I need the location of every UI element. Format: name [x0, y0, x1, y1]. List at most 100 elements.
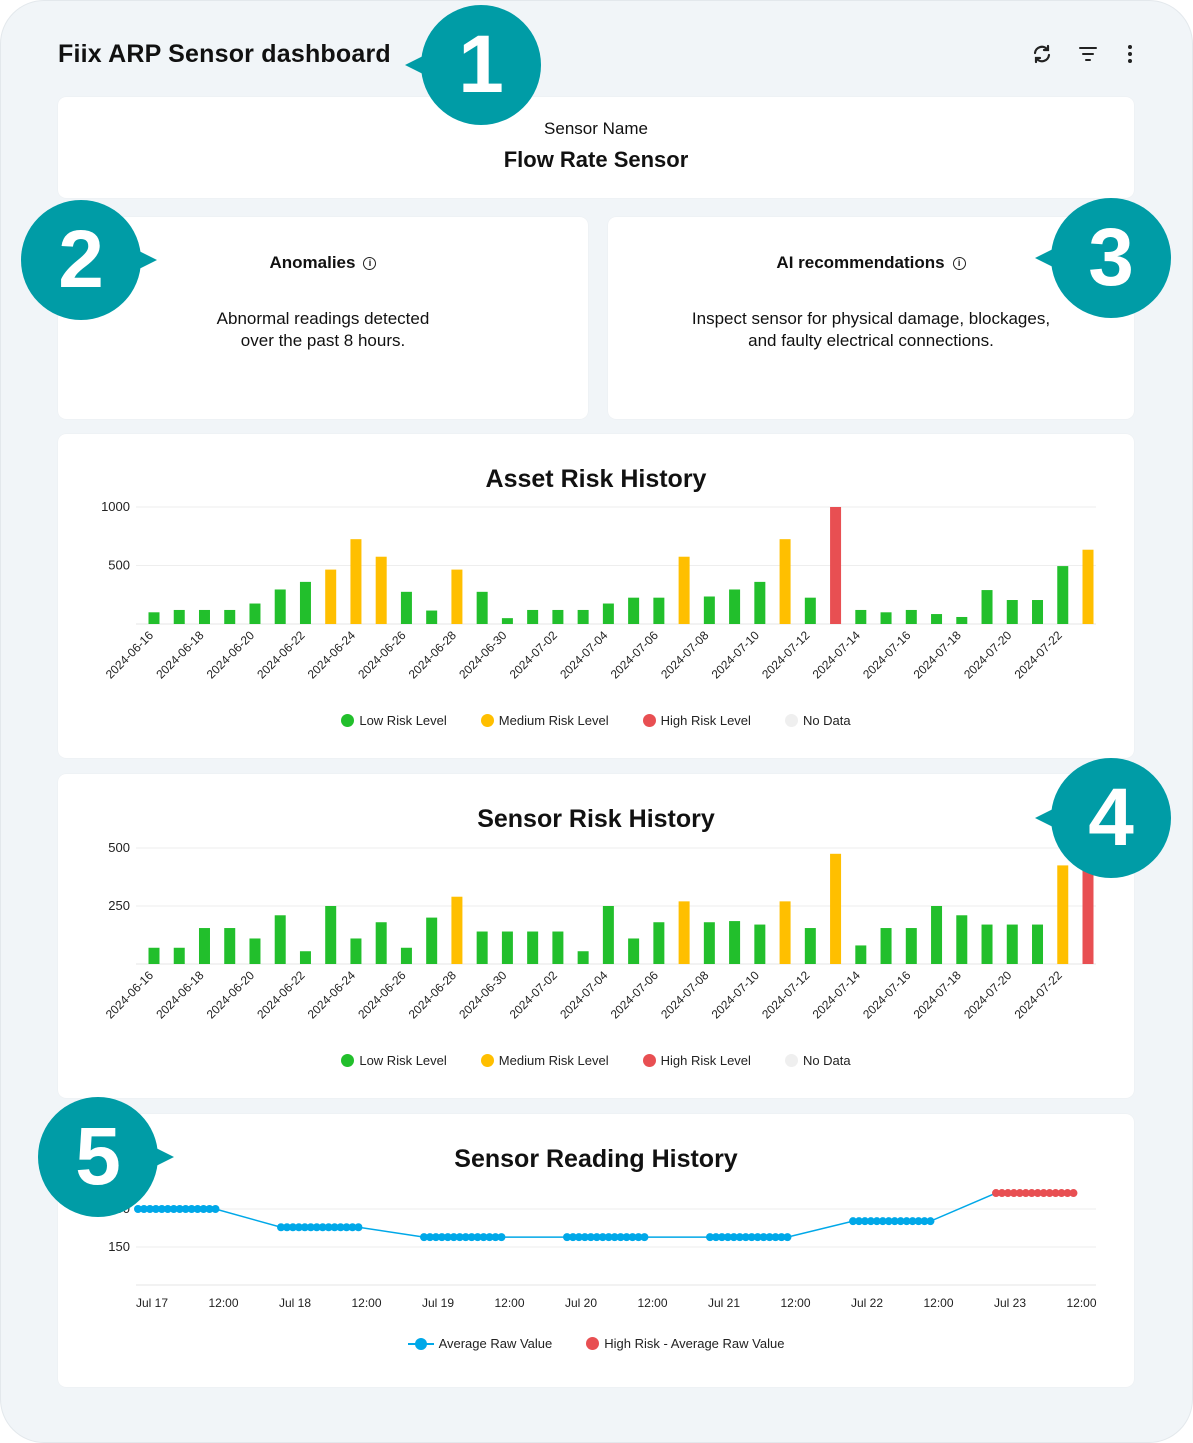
bar-2024-06-18 [198, 609, 210, 624]
average-raw-value-point [610, 1233, 619, 1242]
bar-2024-07-12 [804, 597, 816, 624]
x-tick-label: 2024-06-20 [204, 968, 258, 1022]
bar-2024-07-19 [981, 924, 993, 964]
sensor-name-card: Sensor Name Flow Rate Sensor [58, 97, 1134, 198]
bar-2024-06-28 [451, 569, 463, 624]
high-risk-point [1003, 1189, 1012, 1198]
high-risk-point [992, 1189, 1000, 1198]
average-raw-value-point [771, 1233, 780, 1242]
bar-2024-06-27 [426, 917, 438, 964]
high-risk-point [1027, 1189, 1036, 1198]
legend-medium[interactable]: Medium Risk Level [480, 1053, 609, 1068]
average-raw-value-point [425, 1233, 434, 1242]
bar-2024-06-27 [426, 610, 438, 624]
legend-low[interactable]: Low Risk Level [341, 1053, 447, 1068]
sensor-risk-history-chart: 2505002024-06-162024-06-182024-06-202024… [103, 840, 1096, 1022]
average-raw-value-point [277, 1223, 285, 1232]
average-raw-value-point [443, 1233, 452, 1242]
legend-no-data[interactable]: No Data [784, 1053, 851, 1068]
refresh-icon[interactable] [1030, 42, 1054, 66]
bar-2024-07-20 [1006, 924, 1018, 964]
average-raw-value-point [151, 1205, 160, 1213]
average-raw-value-point [586, 1233, 595, 1242]
asset-risk-history-card: Asset Risk History 500 1000 2024-06-16 2024… [58, 434, 1134, 758]
bar-2024-06-21 [274, 589, 286, 624]
x-tick-label: Jul 19 [422, 1296, 454, 1310]
x-tick-label: 2024-07-04 [557, 968, 611, 1022]
average-raw-value-point [902, 1217, 911, 1226]
bar-2024-07-15 [880, 612, 892, 624]
legend-medium[interactable]: Medium Risk Level [480, 713, 609, 728]
bar-2024-06-21 [274, 915, 286, 964]
legend-high[interactable]: High Risk Level [642, 1053, 751, 1068]
average-raw-value-point [890, 1217, 899, 1226]
legend-low[interactable]: Low Risk Level [341, 713, 447, 728]
chart-legend: Average Raw Value High Risk - Average Ra… [58, 1336, 1134, 1351]
high-risk-point [1009, 1189, 1018, 1198]
x-tick-label: 12:00 [1066, 1296, 1096, 1310]
average-raw-value-point [860, 1217, 869, 1226]
average-raw-value-point [616, 1233, 625, 1242]
x-tick-label: Jul 18 [279, 1296, 311, 1310]
average-raw-value-point [485, 1233, 494, 1242]
legend-no-data[interactable]: No Data [784, 713, 851, 728]
x-tick-label: 2024-07-22 [1012, 628, 1066, 682]
callout-badge-4: 4 [1035, 758, 1171, 878]
high-risk-point [1015, 1189, 1024, 1198]
bar-2024-07-09 [729, 921, 741, 964]
x-tick-label: Jul 17 [136, 1296, 168, 1310]
bar-2024-07-14 [855, 945, 867, 964]
average-raw-value-point [199, 1205, 208, 1213]
x-tick-label: Jul 21 [708, 1296, 740, 1310]
bar-2024-07-22 [1057, 865, 1069, 964]
average-raw-value-point [783, 1233, 792, 1242]
y-tick-label: 1000 [101, 499, 130, 514]
average-raw-value-point [467, 1233, 476, 1242]
bar-2024-07-07 [678, 556, 690, 624]
bar-2024-07-22 [1057, 566, 1069, 624]
x-tick-label: 12:00 [494, 1296, 524, 1310]
average-raw-value-line [138, 1192, 997, 1238]
average-raw-value-point [878, 1217, 887, 1226]
legend-high[interactable]: High Risk Level [642, 713, 751, 728]
average-raw-value-point [473, 1233, 482, 1242]
info-icon[interactable]: i [363, 256, 377, 270]
x-tick-label: 2024-06-22 [254, 968, 308, 1022]
more-vertical-icon[interactable] [1118, 42, 1142, 66]
average-raw-value-point [342, 1223, 351, 1232]
anomalies-text-line2: over the past 8 hours. [240, 331, 406, 350]
bar-2024-07-21 [1032, 924, 1044, 964]
average-raw-value-point [854, 1217, 863, 1226]
filter-icon[interactable] [1076, 42, 1100, 66]
y-tick-label: 150 [108, 1239, 130, 1254]
x-tick-label: 2024-06-22 [254, 628, 308, 682]
average-raw-value-point [420, 1233, 428, 1242]
bar-2024-07-01 [527, 931, 539, 964]
x-tick-label: 2024-07-16 [860, 968, 914, 1022]
x-tick-label: Jul 22 [851, 1296, 883, 1310]
average-raw-value-point [318, 1223, 327, 1232]
bar-2024-07-08 [703, 596, 715, 624]
x-tick-label: 12:00 [780, 1296, 810, 1310]
bar-2024-07-06 [653, 597, 665, 624]
average-raw-value-point [598, 1233, 607, 1242]
x-tick-label: 2024-07-20 [961, 968, 1015, 1022]
average-raw-value-point [324, 1223, 333, 1232]
bar-2024-06-19 [224, 928, 236, 964]
x-tick-label: 2024-07-14 [810, 628, 864, 682]
bar-2024-07-12 [804, 928, 816, 964]
bar-2024-06-17 [173, 947, 185, 964]
legend-average-raw-value[interactable]: Average Raw Value [407, 1336, 552, 1351]
bar-2024-07-23 [1082, 861, 1094, 964]
x-tick-label: 2024-06-30 [456, 968, 510, 1022]
chart-title: Sensor Reading History [454, 1145, 738, 1173]
legend-high-risk-average-raw-value[interactable]: High Risk - Average Raw Value [586, 1336, 784, 1351]
average-raw-value-point [634, 1233, 643, 1242]
x-tick-label: 2024-06-24 [305, 968, 359, 1022]
info-icon[interactable]: i [952, 256, 966, 270]
average-raw-value-point [163, 1205, 172, 1213]
average-raw-value-point [134, 1205, 142, 1213]
average-raw-value-point [449, 1233, 458, 1242]
average-raw-value-point [348, 1223, 357, 1232]
bar-2024-07-02 [552, 609, 564, 624]
